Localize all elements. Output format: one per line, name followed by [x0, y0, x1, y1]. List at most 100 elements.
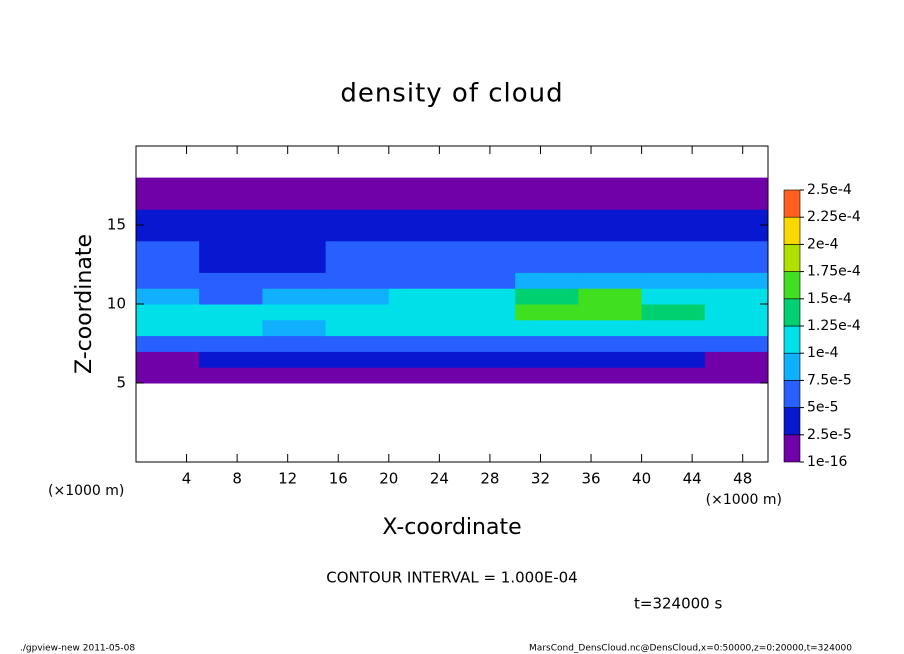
heat-cell	[262, 304, 327, 321]
y-tick-label: 10	[107, 295, 126, 313]
heat-cell	[199, 351, 263, 368]
heat-cell	[388, 351, 453, 368]
heat-cell	[704, 319, 769, 337]
colorbar-box	[783, 189, 801, 218]
heat-cell	[452, 272, 516, 289]
x-tick-label: 24	[430, 470, 449, 488]
colorbar-label: 1.5e-4	[807, 291, 852, 307]
heat-cell	[704, 272, 769, 289]
heat-cell	[325, 272, 390, 289]
footer-right: MarsCond_DensCloud.nc@DensCloud,x=0:5000…	[529, 644, 852, 654]
heat-cell	[388, 240, 453, 258]
colorbar-label: 2e-4	[807, 236, 839, 252]
heat-cell	[325, 367, 390, 384]
heat-cell	[515, 225, 579, 242]
heat-cell	[325, 256, 390, 273]
heat-cell	[704, 240, 769, 258]
heat-cell	[262, 288, 327, 305]
heat-cell	[262, 272, 327, 289]
x-tick-label: 40	[632, 470, 651, 488]
heat-cell	[325, 240, 390, 258]
heat-cell	[578, 240, 643, 258]
heat-cell	[325, 225, 390, 242]
heat-cell	[452, 288, 516, 305]
heat-cell	[388, 193, 453, 210]
heat-cell	[578, 351, 643, 368]
heat-cell	[388, 319, 453, 337]
heat-cell	[262, 225, 327, 242]
heat-cell	[578, 288, 643, 305]
heat-cell	[199, 272, 263, 289]
heat-cell	[704, 209, 769, 226]
heat-cell	[262, 335, 327, 352]
heat-cell	[641, 256, 706, 273]
heat-cell	[388, 288, 453, 305]
heat-cell	[704, 304, 769, 321]
heat-cell	[262, 256, 327, 273]
heat-cell	[136, 367, 200, 384]
heat-cell	[704, 367, 769, 384]
heat-cell	[262, 319, 327, 337]
x-tick-label: 4	[182, 470, 192, 488]
x-tick-label: 20	[379, 470, 398, 488]
heat-cell	[452, 177, 516, 194]
heat-cell	[515, 256, 579, 273]
heat-cell	[452, 351, 516, 368]
heat-cell	[641, 367, 706, 384]
colorbar-box	[783, 380, 801, 408]
heat-cell	[515, 335, 579, 352]
y-tick-label: 15	[107, 216, 126, 234]
heat-cell	[388, 256, 453, 273]
heat-cell	[262, 351, 327, 368]
colorbar-label: 2.5e-5	[807, 427, 852, 443]
heat-cell	[325, 288, 390, 305]
heat-cell	[325, 335, 390, 352]
heat-cell	[578, 209, 643, 226]
heat-cell	[515, 240, 579, 258]
x-tick-label: 36	[581, 470, 600, 488]
heat-cell	[578, 177, 643, 194]
x-tick-label: 28	[480, 470, 499, 488]
x-axis-title: X-coordinate	[382, 515, 521, 540]
heat-cell	[136, 351, 200, 368]
heat-cell	[199, 193, 263, 210]
heat-cell	[578, 256, 643, 273]
heat-cell	[388, 367, 453, 384]
heat-cell	[452, 304, 516, 321]
heat-cell	[262, 193, 327, 210]
heat-cell	[262, 367, 327, 384]
heat-cell	[641, 272, 706, 289]
colorbar-label: 1e-16	[807, 454, 847, 470]
colorbar-label: 1.25e-4	[807, 318, 861, 334]
heat-cell	[325, 319, 390, 337]
heat-cell	[452, 193, 516, 210]
heat-cell	[641, 351, 706, 368]
x-tick-label: 44	[683, 470, 702, 488]
heat-cell	[199, 367, 263, 384]
x-tick-label: 48	[733, 470, 752, 488]
heat-cell	[641, 304, 706, 321]
heat-cell	[704, 225, 769, 242]
heat-cell	[199, 319, 263, 337]
y-axis-title: Z-coordinate	[72, 234, 97, 374]
colorbar-box	[783, 407, 801, 436]
heat-cell	[704, 193, 769, 210]
heat-cell	[262, 209, 327, 226]
heat-cell	[515, 209, 579, 226]
heat-cell	[578, 367, 643, 384]
heat-cell	[199, 209, 263, 226]
heat-cell	[578, 319, 643, 337]
heat-cell	[262, 177, 327, 194]
heat-cell	[578, 304, 643, 321]
colorbar-box	[783, 325, 801, 354]
heat-cell	[136, 304, 200, 321]
x-tick-label: 16	[329, 470, 348, 488]
heat-cell	[515, 304, 579, 321]
x-tick-label: 32	[531, 470, 550, 488]
heat-cell	[325, 193, 390, 210]
heat-cell	[325, 351, 390, 368]
y-unit: (×1000 m)	[48, 483, 124, 499]
heat-cell	[452, 335, 516, 352]
heat-cell	[199, 288, 263, 305]
